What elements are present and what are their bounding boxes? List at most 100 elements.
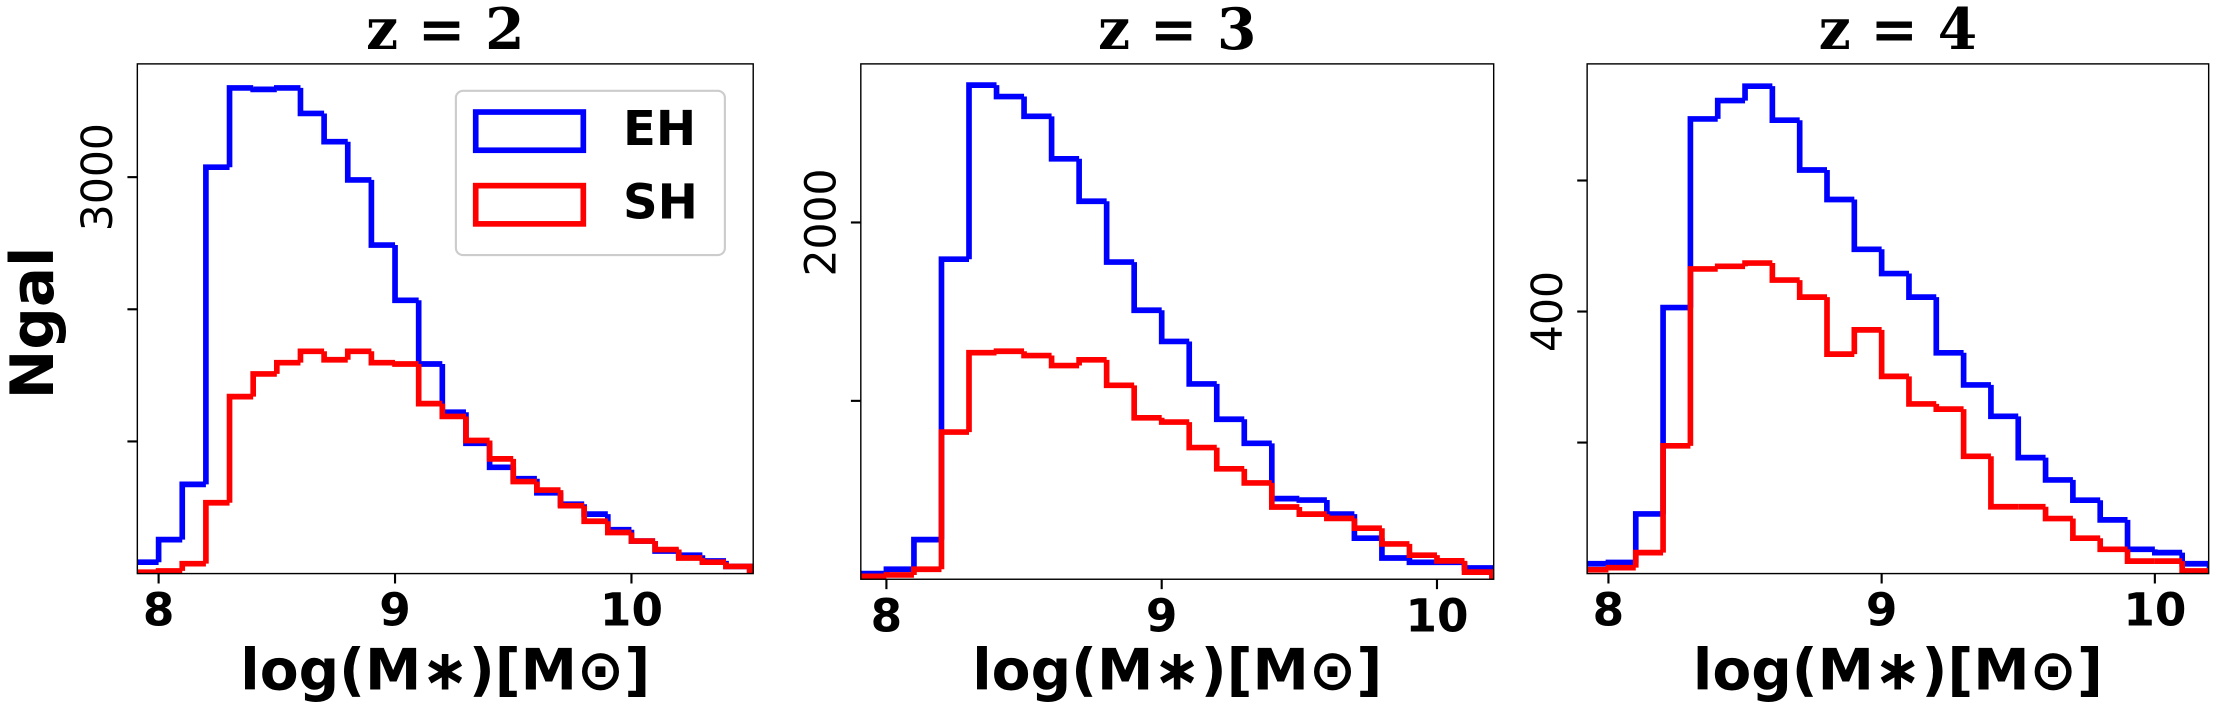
hist-step (1076, 158, 1107, 205)
x-tick-label: 8 (1593, 584, 1625, 637)
panel-title: z = 3 (1098, 0, 1256, 63)
series (860, 82, 1494, 580)
y-tick-label: 2000 (798, 168, 847, 276)
hist-step (1241, 419, 1272, 447)
hist-step (675, 549, 703, 561)
hist-step (1714, 263, 1746, 270)
hist-step (860, 573, 887, 580)
hist-step (1241, 468, 1272, 486)
hist-step (1379, 528, 1410, 547)
hist-step (883, 566, 914, 574)
hist-step (486, 443, 514, 471)
hist-step (1048, 116, 1080, 162)
hist-step (344, 141, 372, 183)
hist-step (1103, 201, 1135, 265)
hist-step (1324, 500, 1355, 517)
legend-label: SH (623, 174, 698, 230)
hist-step (137, 569, 159, 574)
hist-step (1131, 262, 1162, 314)
y-axis-label: Ngal (0, 247, 68, 400)
hist-step (137, 559, 159, 574)
hist-step (368, 351, 396, 366)
hist-step (1186, 422, 1217, 451)
hist-step (723, 562, 753, 574)
hist-step (297, 348, 325, 363)
hist-step (1406, 543, 1437, 558)
hist-step (557, 490, 585, 509)
x-tick-label: 10 (1405, 589, 1468, 642)
hist-step (1769, 263, 1800, 283)
hist-step (1021, 96, 1052, 120)
hist-step (1632, 511, 1664, 563)
hist-step (993, 348, 1025, 355)
hist-step (1186, 341, 1217, 387)
hist-step (155, 536, 183, 563)
hist-step (1687, 116, 1718, 308)
hist-step (1268, 482, 1300, 510)
hist-step (557, 492, 585, 508)
hist-step (1103, 359, 1135, 389)
hist-step (1878, 329, 1909, 380)
hist-step (1933, 403, 1964, 412)
hist-step (938, 429, 970, 570)
hist-step (1851, 327, 1882, 355)
hist-step (1769, 86, 1800, 124)
hist-step (321, 113, 348, 145)
hist-step (1324, 514, 1355, 522)
hist-step (1605, 564, 1636, 571)
hist-step (439, 363, 466, 416)
axes-frame (136, 63, 754, 575)
hist-step (250, 371, 277, 397)
hist-step (1021, 351, 1052, 359)
series (860, 348, 1494, 580)
hist-step (1660, 442, 1691, 553)
panel-title: z = 4 (1819, 0, 1977, 63)
x-axis-label: log(M∗)[M⊙] (1693, 638, 2103, 704)
hist-step (510, 458, 537, 485)
hist-step (581, 504, 608, 517)
legend-frame (454, 89, 726, 257)
legend-swatch (472, 109, 587, 154)
hist-step (883, 572, 914, 578)
hist-step (203, 164, 230, 485)
hist-step (1851, 199, 1882, 253)
axes-frame (860, 63, 1495, 580)
y-tick-label: 400 (1524, 271, 1573, 352)
hist-step (203, 499, 230, 564)
hist-step (392, 361, 419, 367)
hist-step (1906, 273, 1937, 300)
hist-step (2070, 518, 2101, 542)
hist-step (297, 87, 325, 117)
hist-step (1796, 120, 1828, 173)
hist-step (1587, 560, 1609, 567)
hist-step (1796, 280, 1828, 300)
hist-step (273, 85, 301, 91)
hist-step (2042, 506, 2073, 522)
hist-step (344, 348, 372, 360)
x-tick-label: 9 (1146, 589, 1178, 642)
hist-step (1960, 352, 1991, 388)
series (1587, 83, 2209, 574)
panel: 8 9 10 3000 z = 2 log(M∗)[M⊙] Ngal EH SH (0, 0, 754, 704)
hist-step (1933, 297, 1964, 356)
hist-step (415, 300, 443, 367)
hist-step (155, 568, 183, 574)
hist-step (1434, 555, 1465, 564)
hist-step (1587, 566, 1609, 573)
panel: 8 9 10 400 z = 4 log(M∗)[M⊙] (1524, 0, 2210, 704)
hist-step (652, 541, 679, 553)
hist-step (628, 532, 656, 544)
hist-step (392, 245, 419, 304)
hist-step (1158, 310, 1190, 345)
x-tick-label: 8 (143, 584, 175, 637)
hist-step (1988, 456, 2019, 510)
x-tick-label: 9 (1866, 584, 1898, 637)
hist-step (439, 403, 466, 420)
hist-step (1296, 506, 1327, 517)
hist-step (2179, 561, 2209, 574)
hist-step (510, 467, 537, 482)
hist-step (463, 416, 490, 444)
hist-step (226, 393, 254, 503)
hist-step (321, 351, 348, 363)
hist-step (1632, 549, 1664, 568)
